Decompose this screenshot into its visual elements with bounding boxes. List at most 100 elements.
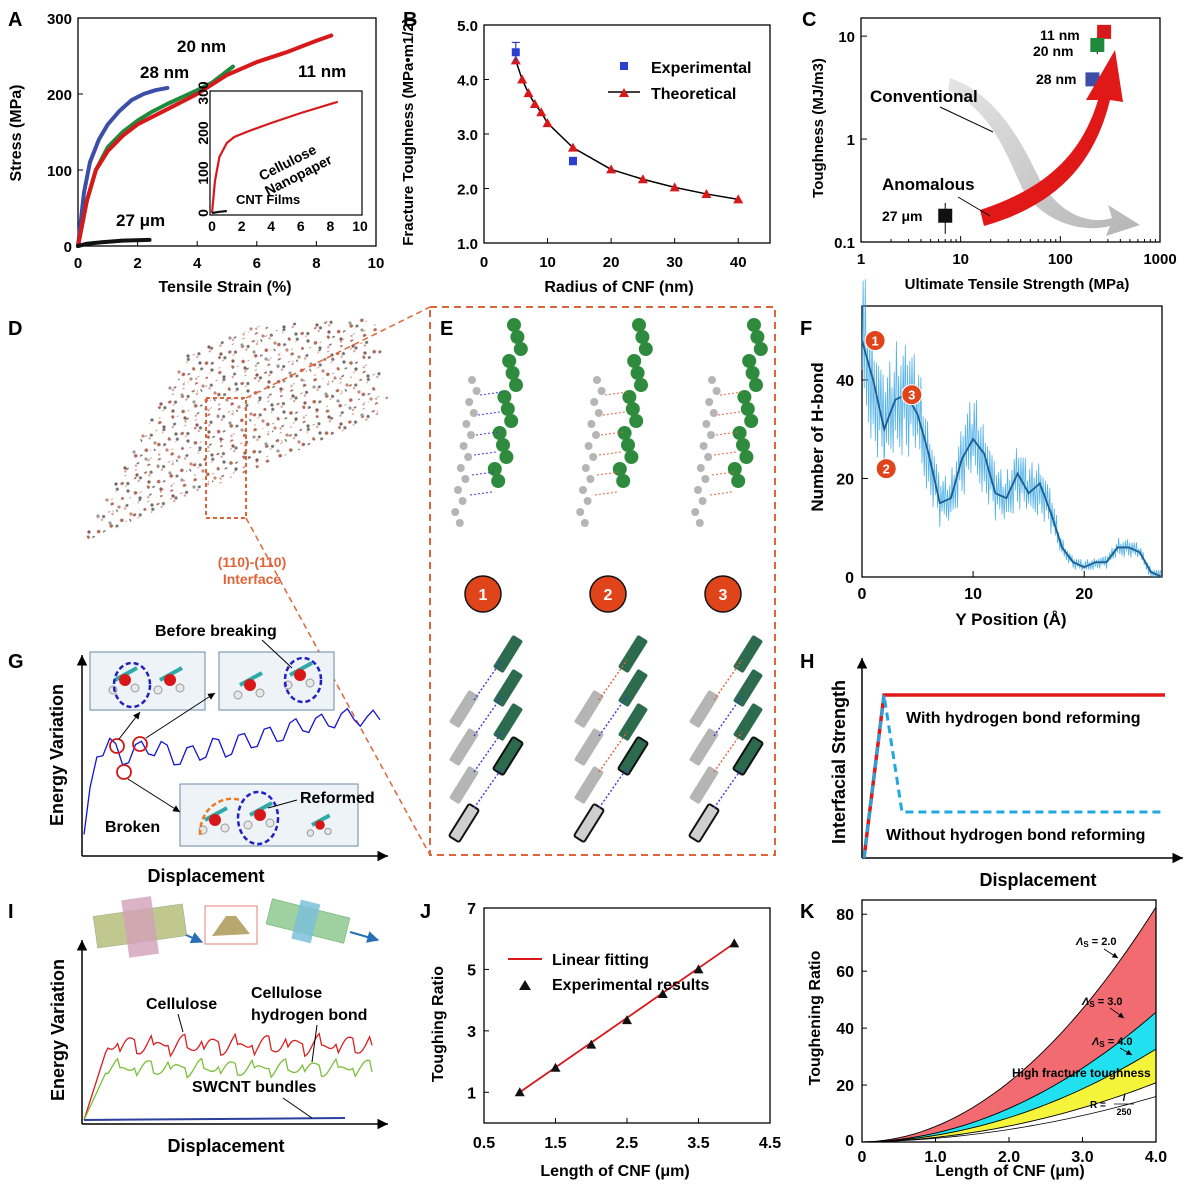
- a-xtick-label: 8: [312, 255, 320, 272]
- d-atom: [132, 450, 136, 454]
- e-gray-bar: [574, 690, 604, 728]
- d-atom: [354, 367, 358, 371]
- d-cellulose-chain: [217, 432, 239, 448]
- d-cellulose-chain: [250, 345, 272, 361]
- e-gray-cluster: [579, 486, 587, 494]
- d-atom: [276, 449, 280, 453]
- d-cellulose-chain: [343, 378, 365, 394]
- d-atom: [285, 348, 289, 352]
- d-cellulose-chain: [136, 491, 158, 507]
- e-green-bar: [493, 635, 523, 673]
- d-cellulose-chain: [334, 394, 356, 410]
- d-atom: [168, 386, 172, 390]
- d-zoom-line-bottom: [245, 517, 431, 856]
- e-gray-cluster: [698, 497, 707, 505]
- d-atom: [273, 426, 277, 430]
- d-atom: [219, 352, 223, 356]
- e-gray-cluster: [712, 387, 721, 395]
- k-xtick-label: 3.0: [1071, 1149, 1093, 1166]
- e-hbond: [594, 491, 618, 496]
- d-cellulose-chain: [316, 426, 338, 442]
- k-curve-1: [861, 1011, 1157, 1143]
- d-cellulose-chain: [163, 443, 185, 459]
- k-label-as3: ΛS = 3.0: [1081, 996, 1123, 1009]
- d-atom: [123, 466, 127, 470]
- e-gray-bar: [448, 803, 480, 843]
- e-gray-cluster: [465, 398, 474, 406]
- d-atom: [198, 446, 202, 450]
- d-atom: [150, 503, 154, 507]
- c-xtick-label: 100: [1048, 251, 1073, 268]
- e-gray-bar: [574, 766, 604, 804]
- g-arrow-1: [118, 711, 141, 740]
- d-cellulose-chain: [160, 420, 182, 436]
- f-marker-label: 1: [871, 333, 878, 348]
- e-step-marker: [589, 575, 627, 613]
- g-molecule-bond: [289, 661, 313, 677]
- j-xtick-label: 3.5: [687, 1135, 709, 1152]
- e-green-cluster: [497, 390, 512, 404]
- d-atom: [360, 328, 364, 332]
- e-hbond: [473, 451, 497, 456]
- d-atom: [255, 458, 259, 462]
- i-label-cellulose-hb2: hydrogen bond: [251, 1007, 367, 1024]
- d-cellulose-chain: [193, 418, 215, 434]
- panel-i-schematic: Cellulose Cellulose hydrogen bond SWCNT …: [48, 896, 388, 1156]
- d-cellulose-chain: [250, 430, 272, 446]
- g-hydrogen-atom: [305, 678, 315, 688]
- e-gray-bar: [689, 766, 719, 804]
- d-atom: [258, 396, 262, 400]
- d-atom: [279, 387, 283, 391]
- d-cellulose-chain: [283, 343, 305, 359]
- i-xlabel: Displacement: [167, 1136, 284, 1156]
- b-ytick-label: 3.0: [457, 127, 478, 144]
- e-step-label: 3: [719, 587, 728, 604]
- d-cellulose-chain: [292, 412, 314, 428]
- d-cellulose-chain: [187, 372, 209, 388]
- d-cellulose-chain: [154, 459, 176, 475]
- d-cellulose-chain: [364, 369, 386, 385]
- d-cellulose-chain: [355, 385, 377, 401]
- d-atom: [126, 489, 130, 493]
- a-label-27um: 27 μm: [116, 211, 165, 230]
- e-gray-bar: [689, 728, 719, 766]
- j-exp-point: [550, 1062, 561, 1072]
- d-atom: [171, 494, 175, 498]
- g-arrow-3: [127, 778, 181, 813]
- d-atom: [108, 521, 112, 525]
- d-cellulose-chain: [349, 339, 371, 355]
- f-ylabel: Number of H-bond: [808, 362, 827, 511]
- e-green-bar: [617, 736, 649, 776]
- d-atom: [144, 457, 148, 461]
- d-cellulose-chain: [280, 320, 302, 336]
- e-green-cluster: [487, 462, 502, 476]
- f-marker-2: [875, 458, 897, 480]
- d-cellulose-chain: [256, 391, 278, 407]
- d-atom: [147, 480, 151, 484]
- d-cellulose-chain: [184, 349, 206, 365]
- f-xtick-label: 20: [1075, 586, 1093, 603]
- j-ytick-label: 7: [467, 901, 476, 918]
- panel-b-chart: 0 10 20 30 40 1.0 2.0 3.0 4.0 5.0 Experimental Th…: [400, 18, 771, 296]
- d-cellulose-chain: [214, 409, 236, 425]
- panel-label-e: E: [440, 318, 453, 340]
- b-plot-frame: [483, 24, 771, 244]
- e-green-cluster: [627, 354, 642, 368]
- e-gray-cluster: [576, 508, 585, 516]
- e-green-bar: [618, 635, 648, 673]
- d-atom: [327, 415, 331, 419]
- a-inset-ytick-label: 200: [195, 121, 211, 145]
- e-green-bar: [732, 736, 764, 776]
- g-before-pointer: [261, 639, 293, 669]
- k-label-high: High fracture toughness: [1012, 1066, 1151, 1080]
- j-exp-point: [657, 989, 668, 998]
- j-xtick-label: 4.5: [759, 1135, 781, 1152]
- g-hydrogen-atom: [153, 685, 163, 695]
- e-green-cluster: [753, 342, 768, 356]
- e-green-cluster: [750, 330, 765, 344]
- d-atom: [153, 441, 157, 445]
- d-cellulose-chain: [325, 325, 347, 341]
- d-atom: [228, 421, 232, 425]
- e-green-bar: [618, 703, 648, 741]
